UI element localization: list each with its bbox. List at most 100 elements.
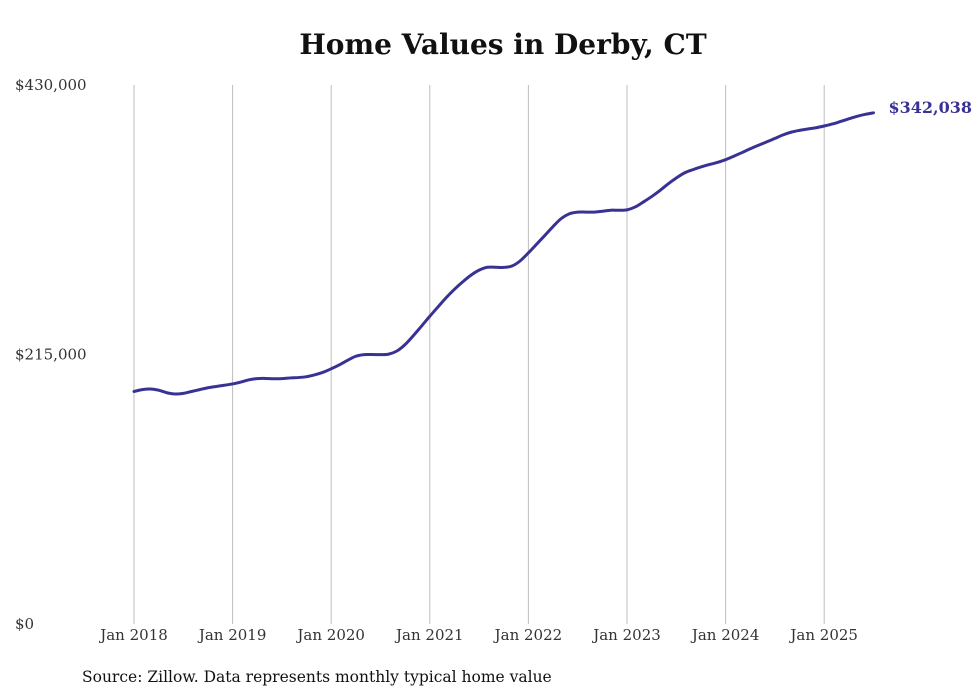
data-point <box>584 210 588 214</box>
data-point <box>255 377 259 381</box>
data-point <box>559 217 563 221</box>
x-axis-ticks: Jan 2018 Jan 2019 Jan 2020 Jan 2021 Jan 2022… <box>98 626 858 644</box>
data-point <box>428 314 432 318</box>
y-tick-label: $215,000 <box>15 346 87 364</box>
data-point <box>658 189 662 193</box>
y-axis-ticks: $0 $215,000 $430,000 <box>15 76 87 633</box>
data-point <box>206 386 210 390</box>
data-point <box>148 387 152 391</box>
source-note: Source: Zillow. Data represents monthly … <box>82 668 552 686</box>
data-point <box>518 259 522 263</box>
end-label-layer: $342,038 <box>889 98 973 117</box>
data-point <box>822 124 826 128</box>
data-point <box>724 158 728 162</box>
data-point <box>140 388 144 392</box>
data-point <box>263 376 267 380</box>
data-point <box>847 117 851 121</box>
data-point <box>798 128 802 132</box>
data-point <box>214 384 218 388</box>
y-tick-label: $0 <box>15 615 34 633</box>
y-tick-label: $430,000 <box>15 76 87 94</box>
x-tick-label: Jan 2019 <box>197 626 267 644</box>
data-point <box>551 225 555 229</box>
data-point <box>198 388 202 392</box>
data-point <box>765 140 769 144</box>
data-point <box>239 380 243 384</box>
chart-area: $0$215,000$430,000 Jan 2018 Jan 2019 Jan 2… <box>15 76 973 644</box>
data-point <box>485 265 489 269</box>
data-point <box>781 133 785 137</box>
data-point <box>190 389 194 393</box>
data-point <box>666 182 670 186</box>
data-point <box>633 205 637 209</box>
data-point <box>526 251 530 255</box>
data-point <box>247 378 251 382</box>
chart-title: Home Values in Derby, CT <box>299 28 707 61</box>
data-point <box>814 126 818 130</box>
data-point <box>707 163 711 167</box>
data-point <box>650 195 654 199</box>
data-point <box>452 287 456 291</box>
data-point <box>313 373 317 377</box>
x-tick-label: Jan 2020 <box>295 626 365 644</box>
data-point <box>872 111 876 115</box>
x-tick-label: Jan 2018 <box>98 626 168 644</box>
series-layer <box>132 111 876 396</box>
data-point <box>395 349 399 353</box>
x-tick-label: Jan 2025 <box>788 626 858 644</box>
data-point <box>510 264 514 268</box>
end-value-label: $342,038 <box>889 98 973 117</box>
data-point <box>222 383 226 387</box>
data-point <box>567 212 571 216</box>
data-point <box>444 296 448 300</box>
data-point <box>543 233 547 237</box>
data-point <box>321 370 325 374</box>
data-point <box>272 377 276 381</box>
x-tick-label: Jan 2024 <box>690 626 760 644</box>
data-point <box>502 265 506 269</box>
series-line <box>132 111 875 396</box>
data-point <box>699 165 703 169</box>
data-point <box>132 389 136 393</box>
data-point <box>863 112 867 116</box>
data-point <box>641 200 645 204</box>
data-point <box>403 342 407 346</box>
data-point <box>280 377 284 381</box>
x-tick-label: Jan 2021 <box>394 626 464 644</box>
data-point <box>288 376 292 380</box>
data-point <box>773 136 777 140</box>
data-point <box>173 392 177 396</box>
data-point <box>370 353 374 357</box>
data-point <box>411 334 415 338</box>
data-point <box>756 143 760 147</box>
data-point <box>494 265 498 269</box>
data-point <box>576 210 580 214</box>
data-point <box>839 119 843 123</box>
data-point <box>379 353 383 357</box>
gridlines <box>133 85 825 624</box>
data-point <box>732 154 736 158</box>
data-point <box>461 280 465 284</box>
data-point <box>337 363 341 367</box>
data-point <box>231 382 235 386</box>
data-point <box>165 391 169 395</box>
data-point <box>715 160 719 164</box>
data-point <box>305 375 309 379</box>
data-point <box>420 324 424 328</box>
data-point <box>469 273 473 277</box>
data-point <box>740 151 744 155</box>
data-point <box>157 388 161 392</box>
data-point <box>592 210 596 214</box>
data-point <box>674 176 678 180</box>
data-point <box>181 391 185 395</box>
data-point <box>748 147 752 151</box>
data-point <box>329 367 333 371</box>
data-point <box>387 352 391 356</box>
data-point <box>436 305 440 309</box>
data-point <box>477 268 481 272</box>
data-point <box>683 171 687 175</box>
data-point <box>600 209 604 213</box>
x-tick-label: Jan 2022 <box>493 626 563 644</box>
data-point <box>362 353 366 357</box>
data-point <box>535 242 539 246</box>
